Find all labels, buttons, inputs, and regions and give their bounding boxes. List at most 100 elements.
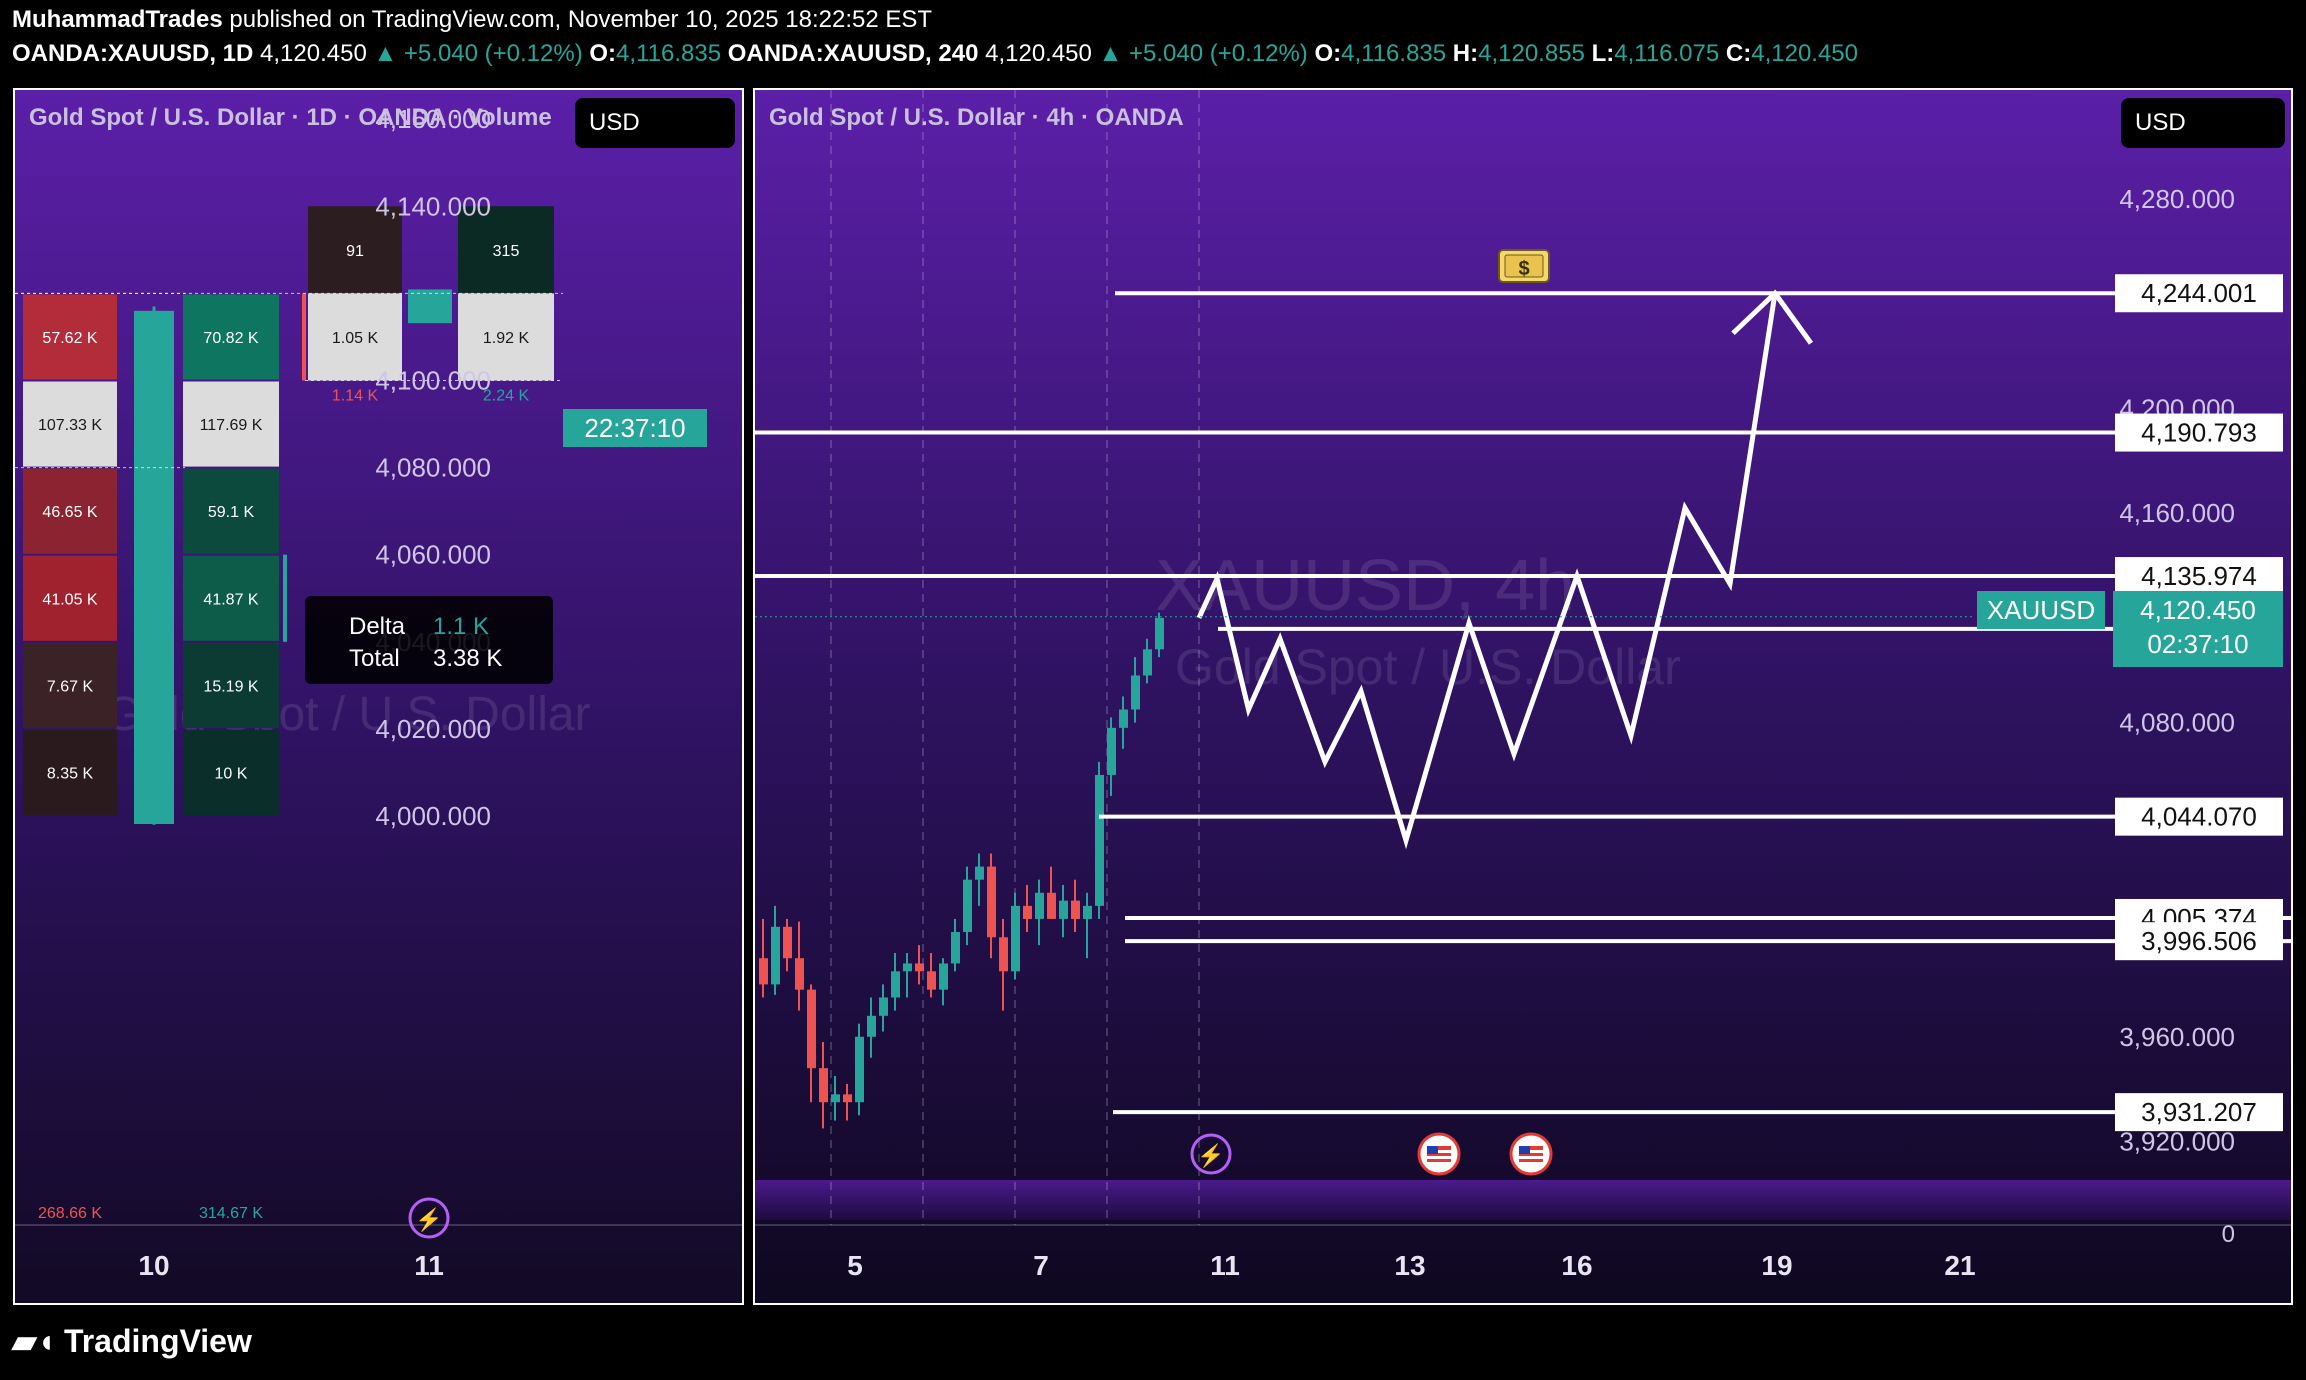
buy-volume-cell (458, 206, 554, 294)
sell-volume-label: 1.05 K (332, 330, 379, 347)
candle-body (1035, 892, 1044, 919)
lightning-glyph: ⚡ (1197, 1143, 1224, 1169)
x-tick-label: 5 (847, 1250, 863, 1281)
candle-body (819, 1068, 828, 1103)
buy-volume-label: 41.87 K (203, 591, 258, 608)
candle-body (1095, 774, 1104, 906)
candle-body (1023, 905, 1032, 919)
sell-volume-cell (308, 206, 402, 294)
price-level-label: 4,135.974 (2141, 561, 2257, 591)
price-tag (2113, 591, 2283, 667)
candle-body (807, 989, 816, 1069)
y-tick-label: 4,160.000 (2119, 498, 2235, 528)
delta-label: Delta (349, 613, 406, 640)
price-level-label: 3,996.506 (2141, 926, 2257, 956)
poc-marker (283, 554, 287, 642)
buy-volume-label: 1.92 K (483, 330, 530, 347)
four-hour-chart[interactable]: XAUUSD, 4h Gold Spot / U.S. Dollar 4,280… (753, 88, 2293, 1305)
candle-body (1119, 709, 1128, 728)
daily-chart-canvas[interactable]: Gold Spot / U.S. Dollar 57.62 K 70.82 K 10… (15, 90, 742, 1303)
symbol-4h: OANDA:XAUUSD, 240 (727, 40, 979, 67)
sell-volume-cell (23, 381, 117, 467)
candle-body (831, 1094, 840, 1103)
publish-text: published on TradingView.com, November 1… (229, 6, 933, 33)
sell-volume-cell (23, 294, 117, 380)
sell-edge-marker (302, 293, 306, 381)
price-level-tag (2115, 274, 2283, 313)
x-tick-label: 11 (414, 1250, 444, 1281)
candle-body (1059, 900, 1068, 919)
candle-body (1047, 892, 1056, 919)
us-flag-event-icon[interactable] (1509, 1132, 1553, 1176)
right-watermark-name: Gold Spot / U.S. Dollar (1175, 639, 1681, 695)
candle-body (1011, 905, 1020, 972)
total-value: 3.38 K (433, 645, 502, 672)
change-4h: ▲ +5.040 (+0.12%) (1098, 40, 1308, 67)
money-bag-icon: $ (1498, 249, 1550, 283)
sell-volume-cell (23, 468, 117, 554)
candle-body (915, 963, 924, 972)
author-name[interactable]: MuhammadTrades (12, 6, 223, 33)
candle-body (855, 1036, 864, 1103)
candle-body (408, 289, 452, 324)
close-label: C: (1725, 40, 1752, 67)
candle-body (843, 1094, 852, 1103)
change-1d: ▲ +5.040 (+0.12%) (373, 40, 583, 67)
candle-body (939, 963, 948, 990)
lightning-event-icon[interactable] (408, 1197, 450, 1239)
sell-volume-label: 107.33 K (38, 417, 102, 434)
buy-volume-label: 70.82 K (203, 330, 258, 347)
buy-volume-label: 315 (493, 243, 520, 260)
symbol-tag (1977, 591, 2105, 629)
daily-footprint-chart[interactable]: Gold Spot / U.S. Dollar 57.62 K 70.82 K 10… (13, 88, 744, 1305)
volume-pane (755, 1180, 2291, 1220)
buy-total-label: 314.67 K (199, 1205, 263, 1222)
price-level-label: 4,244.001 (2141, 278, 2257, 308)
buy-volume-label: 117.69 K (200, 417, 263, 434)
y-tick-label: 4,100.000 (375, 366, 491, 396)
lightning-event-icon[interactable] (1190, 1133, 1232, 1175)
candle-body (783, 926, 792, 959)
price-4h: 4,120.450 (985, 40, 1092, 67)
publish-info: MuhammadTrades published on TradingView.… (12, 6, 932, 34)
buy-volume-cell (183, 468, 279, 554)
candle-body (795, 958, 804, 990)
buy-volume-cell (183, 729, 279, 815)
buy-volume-cell (458, 293, 554, 381)
candle-body (987, 866, 996, 938)
lightning-glyph: ⚡ (415, 1207, 442, 1233)
candle-body (1107, 727, 1116, 775)
symbol-tag-text: XAUUSD (1987, 595, 2095, 625)
candle-body (879, 997, 888, 1016)
price-level-label: 3,931.207 (2141, 1097, 2257, 1127)
candle-body (1155, 617, 1164, 650)
sell-volume-cell (308, 293, 402, 381)
low-label: L: (1591, 40, 1615, 67)
candle-body (975, 866, 984, 880)
currency-button-right[interactable]: USD (2121, 98, 2285, 148)
price-level-tag (2115, 1093, 2283, 1132)
candle-body (903, 963, 912, 972)
x-tick-label: 11 (1210, 1250, 1240, 1281)
open-label-4h: O: (1314, 40, 1342, 67)
candle-body (891, 971, 900, 998)
buy-volume-cell (183, 555, 279, 641)
x-tick-label: 16 (1561, 1250, 1592, 1281)
y-tick-label: 4,160.000 (375, 104, 491, 134)
sell-volume-label: 41.05 K (42, 591, 97, 608)
candle-body (1131, 675, 1140, 710)
open-value-1d: 4,116.835 (616, 40, 722, 67)
candle-body (867, 1015, 876, 1037)
sell-volume-label: 7.67 K (47, 678, 94, 695)
candle-body (999, 937, 1008, 972)
tradingview-logo[interactable]: ▰◖ TradingView (12, 1322, 252, 1360)
price-level-label: 4,044.070 (2141, 802, 2257, 832)
high-label: H: (1452, 40, 1479, 67)
four-hour-chart-canvas[interactable]: XAUUSD, 4h Gold Spot / U.S. Dollar 4,280… (755, 90, 2291, 1303)
buy-volume-cell (183, 294, 279, 380)
sell-volume-label: 57.62 K (42, 330, 97, 347)
currency-button-left[interactable]: USD (575, 98, 735, 148)
projected-path (1196, 292, 1778, 850)
price-tag-countdown: 02:37:10 (2147, 629, 2248, 659)
us-flag-event-icon[interactable] (1417, 1132, 1461, 1176)
